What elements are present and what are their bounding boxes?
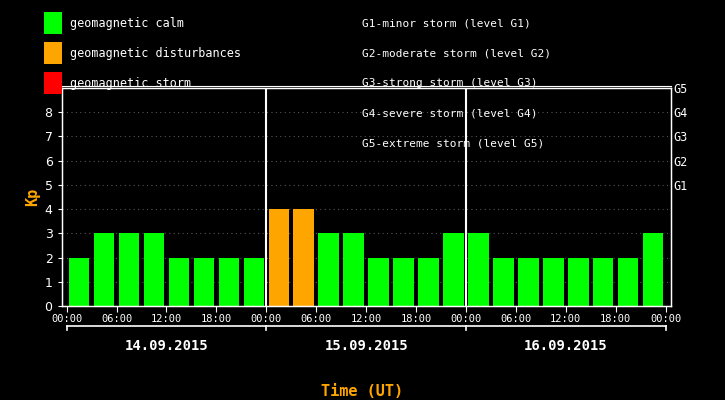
- Bar: [119, 233, 139, 306]
- Bar: [144, 233, 164, 306]
- Bar: [493, 258, 513, 306]
- Bar: [244, 258, 264, 306]
- Text: G1-minor storm (level G1): G1-minor storm (level G1): [362, 18, 531, 28]
- Text: 16.09.2015: 16.09.2015: [524, 339, 608, 353]
- Bar: [344, 233, 364, 306]
- Bar: [69, 258, 89, 306]
- Bar: [543, 258, 563, 306]
- Text: G3-strong storm (level G3): G3-strong storm (level G3): [362, 78, 538, 88]
- Bar: [643, 233, 663, 306]
- Text: geomagnetic storm: geomagnetic storm: [70, 76, 191, 90]
- Bar: [418, 258, 439, 306]
- Text: G2-moderate storm (level G2): G2-moderate storm (level G2): [362, 48, 552, 58]
- Text: geomagnetic calm: geomagnetic calm: [70, 16, 184, 30]
- Bar: [318, 233, 339, 306]
- Bar: [468, 233, 489, 306]
- Bar: [394, 258, 414, 306]
- Bar: [194, 258, 214, 306]
- Bar: [593, 258, 613, 306]
- Bar: [268, 209, 289, 306]
- Text: 15.09.2015: 15.09.2015: [324, 339, 408, 353]
- Bar: [518, 258, 539, 306]
- Text: G5-extreme storm (level G5): G5-extreme storm (level G5): [362, 138, 544, 148]
- Bar: [368, 258, 389, 306]
- Bar: [568, 258, 589, 306]
- Bar: [94, 233, 115, 306]
- Bar: [169, 258, 189, 306]
- Y-axis label: Kp: Kp: [25, 188, 41, 206]
- Text: 14.09.2015: 14.09.2015: [125, 339, 208, 353]
- Text: Time (UT): Time (UT): [321, 384, 404, 400]
- Text: G4-severe storm (level G4): G4-severe storm (level G4): [362, 108, 538, 118]
- Bar: [618, 258, 639, 306]
- Text: geomagnetic disturbances: geomagnetic disturbances: [70, 46, 241, 60]
- Bar: [219, 258, 239, 306]
- Bar: [294, 209, 314, 306]
- Bar: [443, 233, 464, 306]
